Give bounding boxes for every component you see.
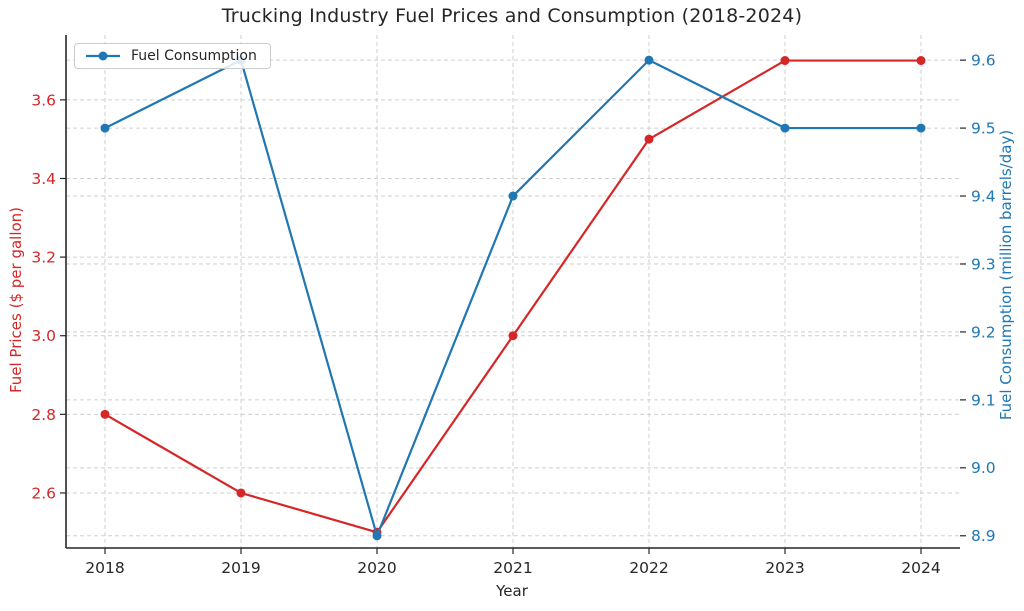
- x-tick-label: 2018: [85, 559, 124, 577]
- data-point-fuel-prices: [644, 134, 654, 144]
- right-tick-label: 9.2: [971, 323, 996, 341]
- data-point-fuel-consumption: [780, 123, 790, 133]
- x-tick-label: 2024: [901, 559, 940, 577]
- tick-marks: [60, 59, 966, 554]
- left-tick-label: 3.6: [31, 91, 56, 109]
- data-point-fuel-prices: [508, 331, 518, 341]
- left-tick-label: 3.4: [31, 170, 56, 188]
- right-tick-label: 9.6: [971, 52, 996, 70]
- x-tick-label: 2021: [493, 559, 532, 577]
- data-point-fuel-prices: [236, 488, 246, 498]
- legend-entry-label: Fuel Consumption: [131, 48, 257, 64]
- series-fuel-prices: [100, 56, 926, 537]
- data-point-fuel-prices: [100, 409, 110, 419]
- x-tick-label: 2022: [629, 559, 668, 577]
- legend-sample-marker: [98, 51, 108, 61]
- x-tick-label: 2019: [221, 559, 260, 577]
- chart-title: Trucking Industry Fuel Prices and Consum…: [221, 5, 803, 27]
- left-tick-label: 3.2: [31, 249, 56, 267]
- x-axis-label: Year: [496, 582, 528, 600]
- right-tick-label: 9.5: [971, 120, 996, 138]
- right-tick-label: 9.4: [971, 187, 996, 205]
- tick-labels: 2.6 2.8 3.0 3.2 3.4 3.6 8.9 9.0 9.1 9.2 9.3 9.4 9.5 9…: [31, 52, 995, 577]
- right-tick-label: 9.1: [971, 391, 996, 409]
- left-tick-label: 3.0: [31, 327, 56, 345]
- right-tick-label: 9.3: [971, 255, 996, 273]
- data-point-fuel-consumption: [372, 531, 382, 541]
- gridlines: [66, 35, 960, 548]
- x-tick-label: 2020: [357, 559, 396, 577]
- legend-sample: [86, 51, 120, 61]
- left-tick-label: 2.8: [31, 406, 56, 424]
- x-tick-label: 2023: [765, 559, 804, 577]
- data-point-fuel-consumption: [916, 123, 926, 133]
- data-point-fuel-consumption: [644, 55, 654, 65]
- legend: Fuel Consumption: [74, 43, 271, 69]
- right-tick-label: 8.9: [971, 527, 996, 545]
- data-point-fuel-prices: [916, 56, 926, 66]
- left-tick-label: 2.6: [31, 484, 56, 502]
- data-point-fuel-prices: [780, 56, 790, 66]
- data-point-fuel-consumption: [508, 191, 518, 201]
- right-tick-label: 9.0: [971, 459, 996, 477]
- data-point-fuel-consumption: [100, 123, 110, 133]
